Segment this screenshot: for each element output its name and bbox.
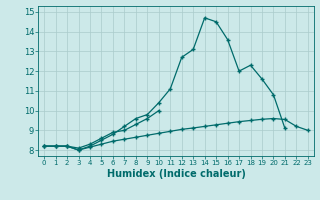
X-axis label: Humidex (Indice chaleur): Humidex (Indice chaleur) (107, 169, 245, 179)
